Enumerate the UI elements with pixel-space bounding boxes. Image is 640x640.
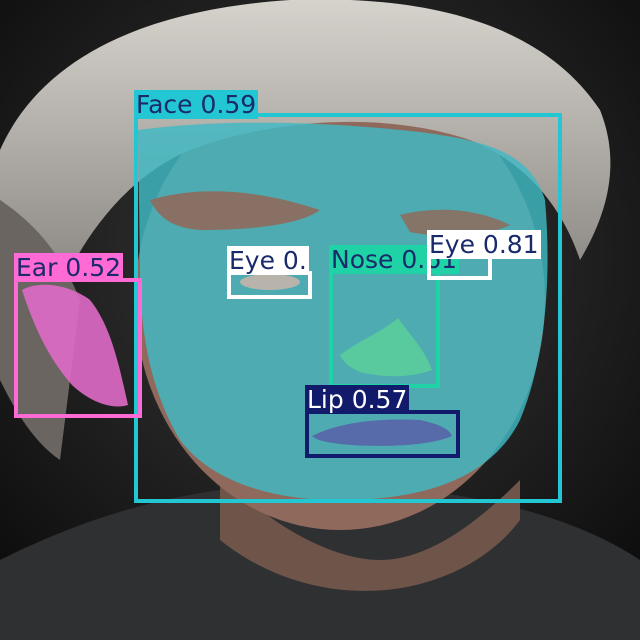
- ear-segmentation-mask: [22, 284, 128, 407]
- ear-detection-label: Ear 0.52: [14, 253, 124, 282]
- eye-right-detection-label: Eye 0.81: [427, 230, 541, 259]
- face-detection-label: Face 0.59: [134, 90, 259, 119]
- nose-detection-box: [329, 270, 440, 388]
- face-detection-box: [134, 113, 562, 503]
- neck: [220, 470, 520, 591]
- eye-left-detection-box: [227, 271, 312, 299]
- forehead-gap: [150, 191, 320, 230]
- left-eye: [240, 274, 300, 290]
- lip-detection-box: [305, 410, 460, 458]
- ear-detection-box: [14, 278, 142, 418]
- brow-gap: [400, 209, 510, 236]
- nose-detection-label: Nose 0.61: [329, 245, 460, 274]
- lip-detection-label: Lip 0.57: [305, 385, 410, 414]
- nose-segmentation-mask: [340, 318, 432, 377]
- hair: [0, 0, 611, 270]
- eye-left-detection-label: Eye 0.: [227, 246, 309, 275]
- lip-segmentation-mask: [312, 419, 452, 446]
